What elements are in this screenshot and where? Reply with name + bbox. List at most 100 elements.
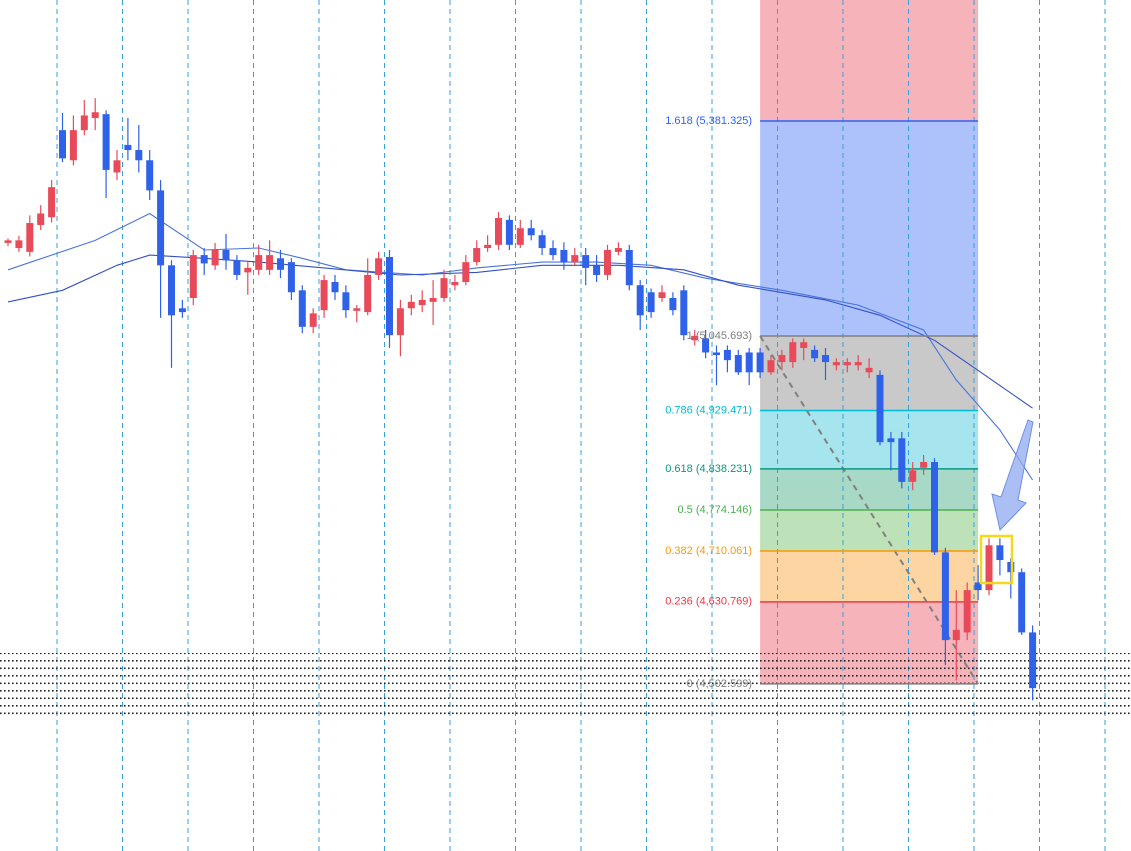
candle-body — [822, 355, 829, 363]
candle-body — [527, 228, 535, 236]
fib-zone — [760, 120, 979, 337]
candle-body — [233, 260, 241, 275]
candle-body — [277, 258, 284, 270]
candle-body — [811, 349, 819, 359]
candle-body — [920, 462, 928, 468]
candle-body — [516, 228, 524, 245]
fib-level-label: 0.382 (4,710.061) — [665, 545, 752, 557]
candle-body — [505, 219, 513, 245]
candle-body — [473, 248, 481, 263]
candle-body — [800, 342, 808, 348]
fib-labels: 1.618 (5,381.325) 1 (5,045.693) 0.786 (4,9… — [665, 115, 752, 690]
candle-body — [113, 160, 121, 173]
candle-body — [614, 248, 622, 252]
candle-body — [767, 360, 775, 373]
candle-body — [865, 367, 873, 373]
candle-body — [713, 352, 720, 356]
candle-body — [375, 258, 383, 275]
candle-body — [342, 292, 350, 311]
candle-body — [353, 308, 361, 311]
arrow — [991, 419, 1034, 532]
fib-level-label: 0.236 (4,630.769) — [665, 596, 752, 608]
candle-body — [462, 262, 470, 283]
candle-body — [418, 299, 426, 306]
candle-body — [451, 282, 459, 286]
candle-body — [789, 342, 797, 363]
candle-body — [952, 629, 960, 641]
candle-body — [593, 265, 601, 275]
candle-body — [582, 255, 590, 268]
candle-body — [495, 217, 502, 245]
candle-body — [211, 249, 219, 266]
candle-body — [189, 255, 197, 299]
candle-body — [124, 144, 132, 151]
candle-body — [778, 355, 786, 363]
candle-body — [734, 355, 742, 373]
candle-body — [647, 292, 655, 313]
candle-body — [745, 352, 753, 373]
candle-body — [266, 255, 274, 270]
candle-body — [178, 308, 186, 313]
fib-trend-line — [759, 335, 979, 685]
candle-body — [832, 362, 840, 366]
candle-body — [396, 308, 404, 336]
highlight-box — [979, 534, 1014, 585]
fib-zone — [760, 509, 979, 552]
dotted-band — [0, 653, 1131, 720]
candle-body — [80, 115, 88, 131]
candle-body — [331, 282, 339, 293]
candle-body — [636, 285, 644, 316]
candle-body — [222, 249, 230, 261]
candle-body — [691, 335, 699, 341]
candle-body — [146, 160, 154, 191]
fib-level-label: 1 (5,045.693) — [687, 330, 752, 342]
candle-body — [26, 223, 34, 252]
candle-body — [702, 338, 710, 353]
fib-top-zone — [760, 0, 979, 121]
candle-body — [135, 150, 143, 161]
fib-level-label: 0.5 (4,774.146) — [677, 504, 752, 516]
fib-level-label: 0.618 (4,838.231) — [665, 463, 752, 475]
candle-body — [200, 255, 208, 264]
candle-body — [4, 240, 12, 243]
candle-body — [168, 265, 175, 316]
candle-body — [571, 255, 579, 263]
fib-zone — [760, 468, 979, 510]
candle-body — [669, 298, 677, 311]
candle-body — [996, 545, 1004, 561]
candle-body — [680, 290, 688, 336]
candle-body — [909, 470, 917, 482]
candle-body — [723, 349, 731, 361]
candles — [4, 98, 1037, 701]
candle-body — [244, 267, 252, 273]
candle-body — [560, 249, 568, 263]
candle-body — [843, 362, 851, 366]
candle-body — [386, 257, 393, 336]
fib-level-label: 0.786 (4,929.471) — [665, 404, 752, 416]
fib-zone — [760, 410, 979, 469]
overlays — [7, 120, 1034, 685]
candle-body — [298, 290, 306, 327]
candle-body — [91, 112, 99, 119]
candle-body — [102, 114, 110, 170]
candle-body — [407, 301, 415, 309]
candle-body — [549, 248, 557, 256]
candle-body — [320, 280, 328, 311]
fib-zone — [760, 551, 979, 602]
candle-body — [59, 130, 66, 159]
candle-body — [287, 262, 295, 293]
candle-body — [941, 552, 949, 641]
fib-level-label: 1.618 (5,381.325) — [665, 115, 752, 127]
candle-body — [255, 255, 263, 270]
candle-body — [538, 235, 546, 249]
candle-body — [15, 240, 23, 249]
candle-body — [69, 130, 77, 161]
candle-body — [756, 352, 764, 373]
candle-body — [429, 298, 437, 302]
candle-body — [604, 249, 611, 275]
moving-average — [7, 254, 1033, 409]
candle-body — [985, 545, 993, 591]
candle-body — [658, 292, 666, 299]
candle-body — [625, 249, 633, 286]
